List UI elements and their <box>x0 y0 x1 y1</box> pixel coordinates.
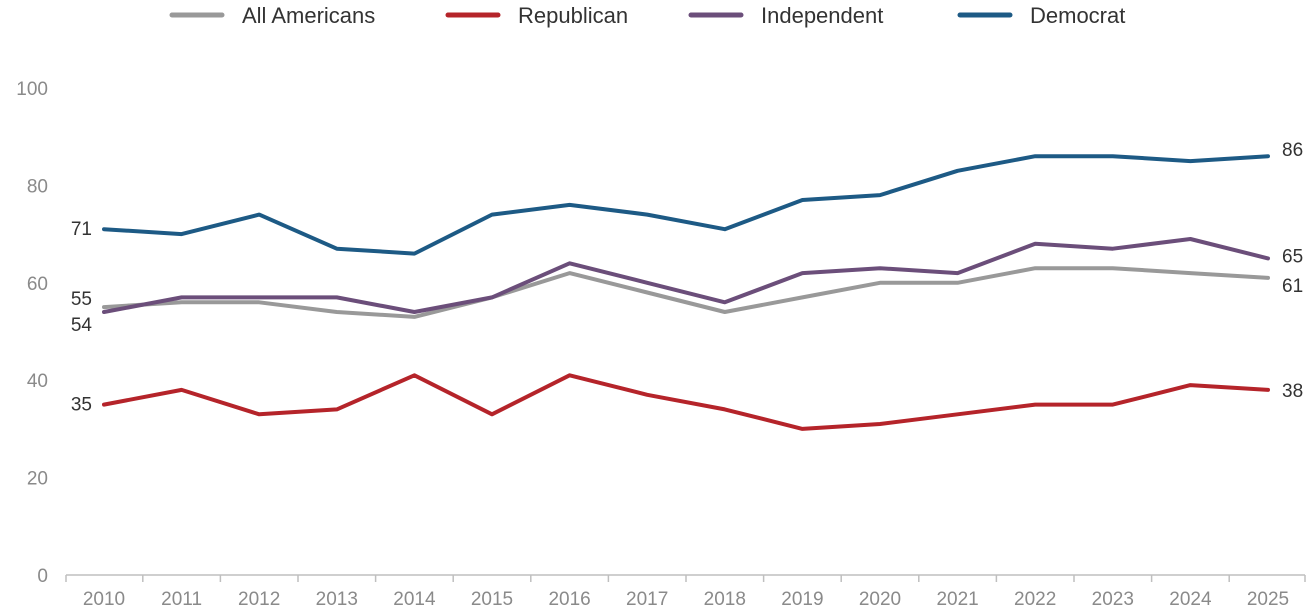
end-value-label-independent: 65 <box>1282 246 1303 267</box>
x-tick-label-2012: 2012 <box>238 589 280 610</box>
x-tick-label-2022: 2022 <box>1014 589 1056 610</box>
legend-item-democrat: Democrat <box>957 3 1125 28</box>
x-tick-label-2021: 2021 <box>936 589 978 610</box>
end-value-label-republican: 38 <box>1282 381 1303 402</box>
y-tick-label-20: 20 <box>27 469 48 490</box>
x-axis: 2010 2011 2012 2013 2014 2015 2016 2017 2018 2019… <box>65 574 1306 610</box>
y-tick-label-60: 60 <box>27 274 48 295</box>
series-line-independent <box>102 237 1270 314</box>
series-lines <box>102 154 1270 431</box>
legend-label-all-americans: All Americans <box>242 3 375 28</box>
legend-item-all-americans: All Americans <box>169 3 375 28</box>
start-value-label-republican: 35 <box>71 395 92 416</box>
x-tick-label-2011: 2011 <box>161 589 202 610</box>
x-tick-label-2016: 2016 <box>548 589 590 610</box>
y-tick-label-40: 40 <box>27 371 48 392</box>
y-tick-label-80: 80 <box>27 176 48 197</box>
legend: All Americans Republican Independent Democr… <box>169 3 1125 28</box>
series-line-all-americans <box>102 266 1270 319</box>
x-tick-label-2013: 2013 <box>316 589 358 610</box>
legend-label-democrat: Democrat <box>1030 3 1125 28</box>
value-labels: 71 55 54 35 86 65 61 38 <box>71 140 1303 415</box>
x-tick-label-2014: 2014 <box>393 589 436 610</box>
x-tick-label-2019: 2019 <box>781 589 823 610</box>
series-line-democrat <box>102 154 1270 256</box>
legend-item-independent: Independent <box>688 3 883 28</box>
x-tick-label-2015: 2015 <box>471 589 513 610</box>
y-tick-label-100: 100 <box>16 79 48 100</box>
legend-label-independent: Independent <box>761 3 883 28</box>
start-value-label-independent: 54 <box>71 315 93 336</box>
start-value-label-all-americans: 55 <box>71 289 92 310</box>
x-tick-label-2025: 2025 <box>1247 589 1289 610</box>
x-tick-label-2017: 2017 <box>626 589 668 610</box>
x-tick-label-2024: 2024 <box>1169 589 1212 610</box>
end-value-label-all-americans: 61 <box>1282 276 1303 297</box>
legend-label-republican: Republican <box>518 3 628 28</box>
x-tick-label-2020: 2020 <box>859 589 901 610</box>
end-value-label-democrat: 86 <box>1282 140 1303 161</box>
series-line-republican <box>102 373 1270 431</box>
x-tick-label-2018: 2018 <box>704 589 746 610</box>
legend-item-republican: Republican <box>445 3 628 28</box>
y-tick-label-0: 0 <box>37 566 48 587</box>
y-axis: 0 20 40 60 80 100 <box>16 79 48 587</box>
x-tick-label-2010: 2010 <box>83 589 125 610</box>
x-tick-label-2023: 2023 <box>1092 589 1134 610</box>
start-value-label-democrat: 71 <box>71 219 92 240</box>
